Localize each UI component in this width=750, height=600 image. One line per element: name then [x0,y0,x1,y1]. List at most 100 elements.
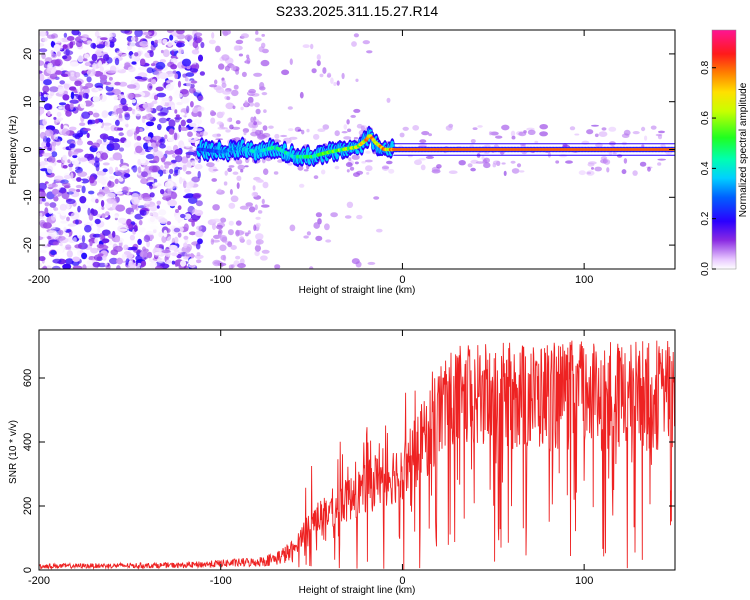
heatmap-cell [92,261,101,268]
heatmap-cell [166,80,170,84]
heatmap-cell [334,130,340,137]
heatmap-cell [100,37,108,41]
heatmap-cell [61,156,68,164]
heatmap-cell [319,73,324,78]
heatmap-cell [62,139,66,144]
x-tick-label: 0 [399,575,405,587]
heatmap-cell [511,135,516,140]
heatmap-cell [49,86,59,93]
heatmap-cell [366,50,373,54]
heatmap-cell [232,171,239,175]
heatmap-cell [159,143,166,149]
heatmap-cell [61,73,69,78]
heatmap-cell [200,41,205,49]
heatmap-cell [72,256,80,262]
heatmap-cell [436,164,442,169]
heatmap-cell [212,218,221,223]
heatmap-cell [131,61,137,65]
heatmap-cell [109,32,117,38]
heatmap-cell [99,94,107,103]
heatmap-cell [46,165,54,174]
heatmap-cell [185,170,192,175]
heatmap-cell [235,229,240,237]
heatmap-cell [539,124,548,130]
heatmap-cell [222,31,229,37]
heatmap-cell [129,128,136,134]
heatmap-cell [40,191,47,198]
heatmap-cell [96,170,107,176]
heatmap-cell [219,244,227,252]
heatmap-cell [157,123,162,131]
heatmap-cell [70,71,75,77]
heatmap-cell [258,210,263,214]
heatmap-cell [221,236,228,243]
heatmap-cell [173,132,178,141]
heatmap-cell [116,50,123,56]
heatmap-cell [353,137,359,140]
heatmap-cell [195,230,204,238]
heatmap-cell [180,260,187,267]
heatmap-cell [126,84,137,89]
heatmap-cell [70,212,80,220]
heatmap-cell [88,190,95,195]
heatmap-cell [346,201,354,208]
heatmap-cell [591,124,599,127]
heatmap-cell [228,165,235,168]
heatmap-cell [56,111,62,118]
heatmap-cell [187,131,193,137]
heatmap-cell [53,196,59,202]
heatmap-cell [227,241,233,248]
heatmap-cell [188,160,198,164]
heatmap-cell [184,142,191,148]
heatmap-cell [88,119,97,125]
heatmap-cell [250,116,254,123]
heatmap-cell [310,43,314,50]
heatmap-cell [367,261,376,265]
heatmap-cell [95,87,104,92]
heatmap-cell [66,216,70,222]
heatmap-cell [111,113,118,119]
heatmap-cell [161,249,171,254]
heatmap-cell [194,254,204,259]
heatmap-cell [137,158,142,166]
heatmap-cell [133,225,138,232]
heatmap-cell [181,144,186,148]
heatmap-cell [198,54,203,62]
heatmap-cell [261,198,265,205]
heatmap-cell [239,258,245,265]
snr-x-axis-label: Height of straight line (km) [299,585,416,596]
heatmap-cell [114,191,123,195]
heatmap-cell [254,204,258,211]
heatmap-cell [69,143,76,149]
heatmap-cell [123,244,129,251]
heatmap-cell [273,171,279,175]
heatmap-cell [123,126,127,134]
heatmap-cell [185,72,195,77]
heatmap-cell [231,89,239,97]
heatmap-cell [92,62,97,71]
heatmap-cell [63,32,68,38]
heatmap-cell [164,164,169,169]
heatmap-cell [106,136,115,141]
heatmap-cell [173,249,179,253]
heatmap-cell [356,170,364,175]
heatmap-cell [78,95,82,101]
heatmap-cell [317,128,326,132]
colorbar-tick-label: 0.8 [700,60,711,74]
heatmap-cell [117,222,122,226]
heatmap-cell [174,73,179,80]
heatmap-cell [77,205,81,213]
heatmap-cell [591,167,594,170]
heatmap-cell [210,238,215,245]
heatmap-cell [51,53,57,58]
heatmap-cell [81,34,89,39]
heatmap-cell [177,205,182,211]
heatmap-cell [254,102,260,108]
heatmap-cell [174,116,182,120]
heatmap-cell [412,125,420,131]
heatmap-cell [181,58,192,67]
heatmap-cell [170,159,177,163]
heatmap-cell [470,167,476,172]
heatmap-cell [137,193,143,201]
heatmap-cell [188,39,194,47]
